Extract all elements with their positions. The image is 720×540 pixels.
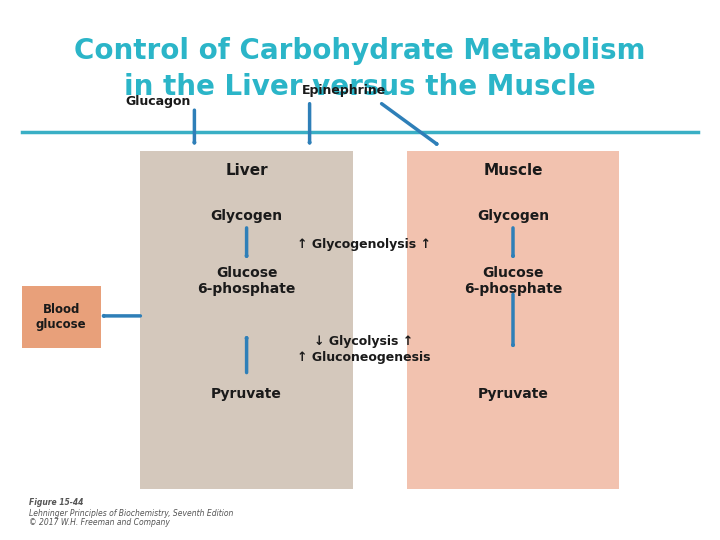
- Text: Pyruvate: Pyruvate: [477, 387, 549, 401]
- Text: Glucose
6-phosphate: Glucose 6-phosphate: [197, 266, 296, 296]
- Text: Glucose
6-phosphate: Glucose 6-phosphate: [464, 266, 562, 296]
- Text: Glycogen: Glycogen: [477, 209, 549, 223]
- Text: ↑ Glycogenolysis ↑: ↑ Glycogenolysis ↑: [297, 238, 431, 251]
- Text: Blood
glucose: Blood glucose: [36, 303, 86, 331]
- FancyBboxPatch shape: [22, 286, 101, 348]
- FancyBboxPatch shape: [140, 151, 353, 489]
- Text: Liver: Liver: [225, 163, 268, 178]
- Text: Lehninger Principles of Biochemistry, Seventh Edition: Lehninger Principles of Biochemistry, Se…: [29, 509, 233, 518]
- Text: Pyruvate: Pyruvate: [211, 387, 282, 401]
- Text: Epinephrine: Epinephrine: [302, 84, 387, 97]
- Text: Muscle: Muscle: [483, 163, 543, 178]
- Text: Glucagon: Glucagon: [126, 95, 191, 108]
- FancyBboxPatch shape: [407, 151, 619, 489]
- Text: in the Liver versus the Muscle: in the Liver versus the Muscle: [124, 73, 596, 102]
- Text: ↓ Glycolysis ↑: ↓ Glycolysis ↑: [314, 335, 413, 348]
- Text: ↑ Gluconeogenesis: ↑ Gluconeogenesis: [297, 351, 431, 364]
- Text: Glycogen: Glycogen: [210, 209, 283, 223]
- Text: Control of Carbohydrate Metabolism: Control of Carbohydrate Metabolism: [74, 37, 646, 65]
- Text: © 2017 W.H. Freeman and Company: © 2017 W.H. Freeman and Company: [29, 518, 170, 528]
- Text: Figure 15-44: Figure 15-44: [29, 498, 84, 507]
